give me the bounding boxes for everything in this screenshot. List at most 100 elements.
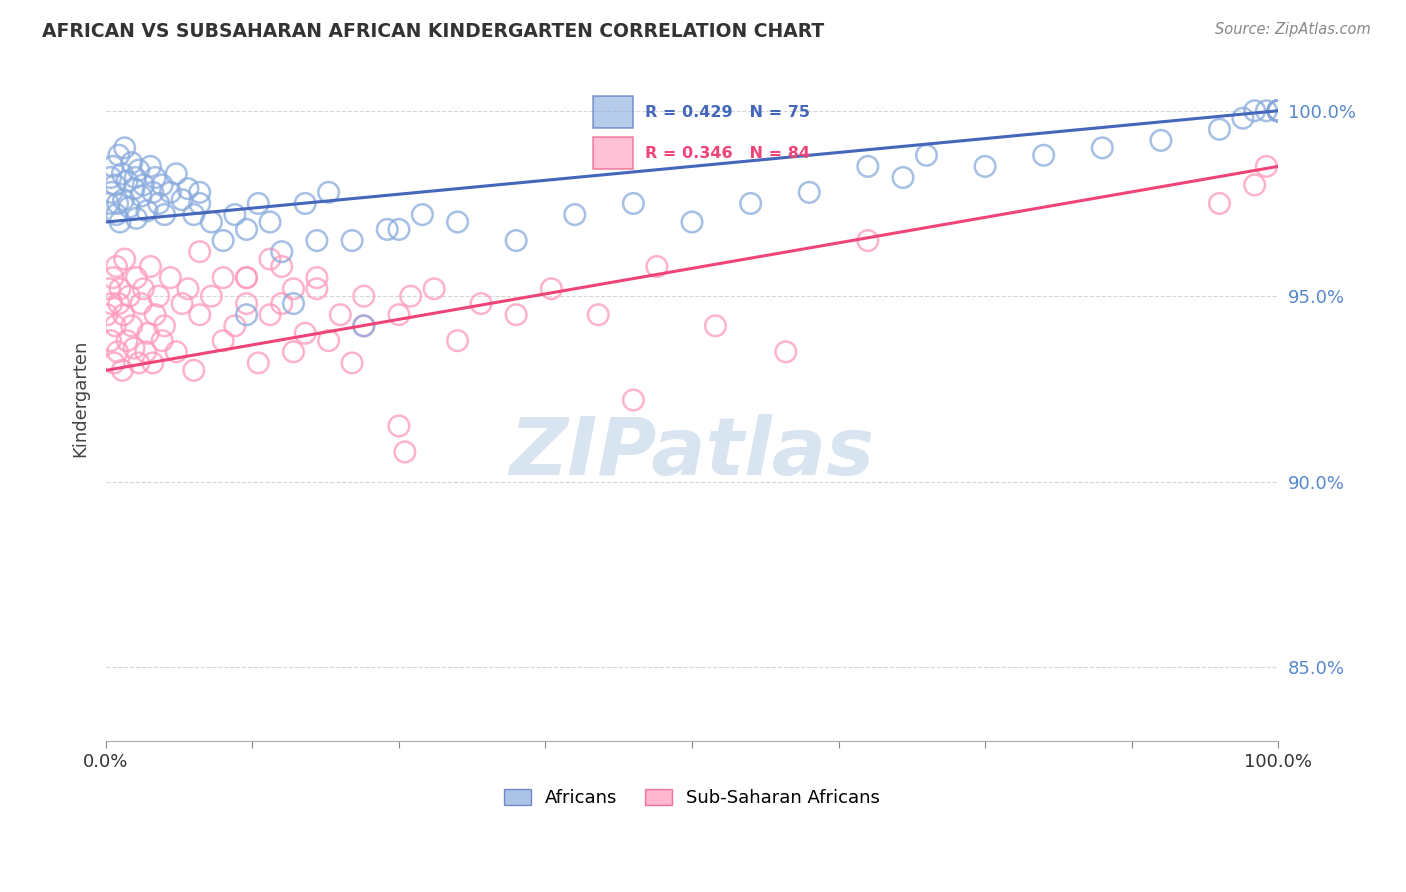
Point — [235, 296, 257, 310]
Point — [270, 260, 292, 274]
Point — [775, 344, 797, 359]
Point — [1267, 103, 1289, 118]
Point — [1256, 103, 1278, 118]
Point — [224, 208, 246, 222]
Legend: Africans, Sub-Saharan Africans: Africans, Sub-Saharan Africans — [496, 781, 887, 814]
Point — [856, 234, 879, 248]
Point — [212, 270, 235, 285]
Point — [1243, 178, 1265, 192]
Point — [1208, 122, 1230, 136]
Point — [375, 222, 398, 236]
Point — [143, 308, 166, 322]
Point — [1232, 111, 1254, 125]
Point — [540, 282, 562, 296]
Point — [115, 334, 138, 348]
Point — [128, 356, 150, 370]
Point — [136, 326, 159, 341]
Point — [681, 215, 703, 229]
Point — [139, 160, 162, 174]
Point — [329, 308, 352, 322]
Text: ZIPatlas: ZIPatlas — [509, 414, 875, 492]
Point — [974, 160, 997, 174]
Point — [283, 344, 305, 359]
Point — [1091, 141, 1114, 155]
Point — [188, 244, 211, 259]
Point — [1267, 103, 1289, 118]
Point — [235, 270, 257, 285]
Point — [623, 196, 645, 211]
Point — [915, 148, 938, 162]
FancyBboxPatch shape — [593, 137, 633, 169]
Point — [111, 167, 134, 181]
Point — [235, 270, 257, 285]
Point — [353, 318, 375, 333]
Point — [111, 363, 134, 377]
Point — [125, 211, 148, 226]
Point — [340, 356, 363, 370]
Point — [172, 193, 194, 207]
Point — [1267, 103, 1289, 118]
Point — [318, 334, 340, 348]
Point — [212, 334, 235, 348]
Text: AFRICAN VS SUBSAHARAN AFRICAN KINDERGARTEN CORRELATION CHART: AFRICAN VS SUBSAHARAN AFRICAN KINDERGART… — [42, 22, 824, 41]
Point — [305, 282, 328, 296]
Point — [200, 289, 222, 303]
Point — [108, 282, 131, 296]
Point — [188, 186, 211, 200]
Point — [128, 163, 150, 178]
Point — [107, 344, 129, 359]
Point — [142, 186, 165, 200]
Point — [446, 215, 468, 229]
FancyBboxPatch shape — [593, 96, 633, 128]
Point — [118, 200, 141, 214]
Point — [101, 270, 124, 285]
Point — [283, 282, 305, 296]
Point — [122, 181, 145, 195]
Point — [129, 189, 152, 203]
Point — [135, 344, 157, 359]
Point — [247, 196, 270, 211]
Text: R = 0.346   N = 84: R = 0.346 N = 84 — [645, 146, 810, 161]
Point — [200, 215, 222, 229]
Point — [423, 282, 446, 296]
Point — [259, 308, 281, 322]
Point — [394, 445, 416, 459]
Point — [1243, 103, 1265, 118]
Point — [224, 318, 246, 333]
Point — [153, 208, 176, 222]
Text: Source: ZipAtlas.com: Source: ZipAtlas.com — [1215, 22, 1371, 37]
Point — [96, 308, 118, 322]
Point — [177, 282, 200, 296]
Point — [586, 308, 609, 322]
Point — [294, 326, 316, 341]
Point — [411, 208, 433, 222]
Point — [235, 308, 257, 322]
Point — [388, 222, 411, 236]
Point — [353, 289, 375, 303]
Point — [470, 296, 492, 310]
Point — [100, 170, 122, 185]
Point — [101, 160, 124, 174]
Point — [183, 363, 205, 377]
Point — [1150, 133, 1173, 147]
Point — [100, 296, 122, 310]
Point — [259, 252, 281, 266]
Point — [799, 186, 821, 200]
Point — [100, 334, 122, 348]
Point — [121, 318, 143, 333]
Point — [1267, 103, 1289, 118]
Point — [97, 196, 120, 211]
Point — [1032, 148, 1054, 162]
Point — [129, 296, 152, 310]
Point — [305, 234, 328, 248]
Point — [98, 282, 121, 296]
Point — [704, 318, 727, 333]
Point — [105, 260, 128, 274]
Point — [305, 270, 328, 285]
Point — [107, 196, 129, 211]
Point — [112, 193, 135, 207]
Point — [132, 282, 155, 296]
Point — [388, 419, 411, 434]
Point — [270, 244, 292, 259]
Point — [139, 260, 162, 274]
